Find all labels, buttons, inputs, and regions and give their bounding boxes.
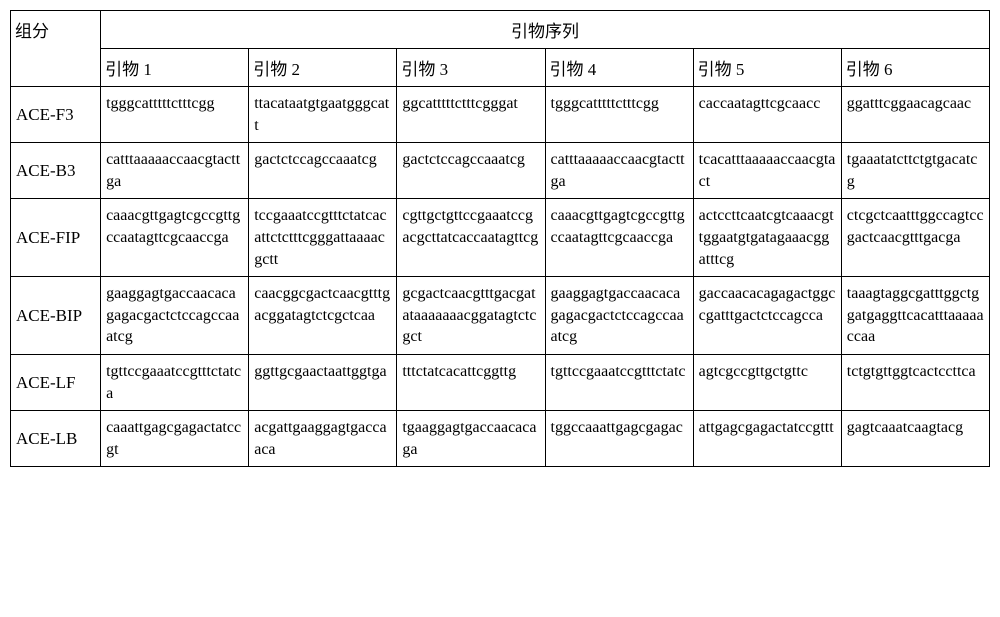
seq-cell: tgggcatttttctttcgg <box>545 87 693 143</box>
seq-cell: ttacataatgtgaatgggcatt <box>249 87 397 143</box>
seq-cell: caacggcgactcaacgtttgacggatagtctcgctcaa <box>249 277 397 355</box>
col-header: 引物 6 <box>841 49 989 87</box>
seq-cell: ggcatttttctttcgggat <box>397 87 545 143</box>
seq-cell: ggatttcggaacagcaac <box>841 87 989 143</box>
seq-cell: catttaaaaaccaacgtacttga <box>545 143 693 199</box>
seq-cell: ggttgcgaactaattggtga <box>249 354 397 410</box>
row-label: ACE-LB <box>11 411 101 467</box>
seq-cell: caccaatagttcgcaacc <box>693 87 841 143</box>
seq-cell: gaaggagtgaccaacacagagacgactctccagccaaatc… <box>101 277 249 355</box>
seq-cell: tgaaatatcttctgtgacatcg <box>841 143 989 199</box>
seq-cell: caaacgttgagtcgccgttgccaatagttcgcaaccga <box>545 199 693 277</box>
seq-cell: taaagtaggcgatttggctggatgaggttcacatttaaaa… <box>841 277 989 355</box>
table-row: ACE-LB caaattgagcgagactatccgt acgattgaag… <box>11 411 990 467</box>
seq-cell: gaaggagtgaccaacacagagacgactctccagccaaatc… <box>545 277 693 355</box>
seq-cell: gactctccagccaaatcg <box>249 143 397 199</box>
table-row: ACE-LF tgttccgaaatccgtttctatca ggttgcgaa… <box>11 354 990 410</box>
table-row: ACE-FIP caaacgttgagtcgccgttgccaatagttcgc… <box>11 199 990 277</box>
seq-cell: acgattgaaggagtgaccaaca <box>249 411 397 467</box>
row-label: ACE-B3 <box>11 143 101 199</box>
seq-cell: tccgaaatccgtttctatcacattctctttcgggattaaa… <box>249 199 397 277</box>
seq-cell: cgttgctgttccgaaatccgacgcttatcaccaatagttc… <box>397 199 545 277</box>
seq-cell: gagtcaaatcaagtacg <box>841 411 989 467</box>
seq-cell: tgggcatttttctttcgg <box>101 87 249 143</box>
table-row: ACE-BIP gaaggagtgaccaacacagagacgactctcca… <box>11 277 990 355</box>
table-row: ACE-F3 tgggcatttttctttcgg ttacataatgtgaa… <box>11 87 990 143</box>
seq-cell: caaattgagcgagactatccgt <box>101 411 249 467</box>
seq-cell: tgttccgaaatccgtttctatca <box>101 354 249 410</box>
seq-cell: tttctatcacattcggttg <box>397 354 545 410</box>
seq-cell: tgttccgaaatccgtttctatc <box>545 354 693 410</box>
seq-cell: tggccaaattgagcgagac <box>545 411 693 467</box>
seq-cell: attgagcgagactatccgttt <box>693 411 841 467</box>
seq-cell: gcgactcaacgtttgacgatataaaaaaacggatagtctc… <box>397 277 545 355</box>
row-label: ACE-LF <box>11 354 101 410</box>
seq-cell: agtcgccgttgctgttc <box>693 354 841 410</box>
table-row: ACE-B3 catttaaaaaccaacgtacttga gactctcca… <box>11 143 990 199</box>
row-label: ACE-BIP <box>11 277 101 355</box>
col-header: 引物 5 <box>693 49 841 87</box>
col-header: 引物 1 <box>101 49 249 87</box>
seq-cell: tcacatttaaaaaccaacgtact <box>693 143 841 199</box>
seq-cell: tctgtgttggtcactccttca <box>841 354 989 410</box>
row-label: ACE-FIP <box>11 199 101 277</box>
col-header: 引物 2 <box>249 49 397 87</box>
seq-cell: gaccaacacagagactggccgatttgactctccagcca <box>693 277 841 355</box>
col-header: 引物 3 <box>397 49 545 87</box>
seq-cell: caaacgttgagtcgccgttgccaatagttcgcaaccga <box>101 199 249 277</box>
primer-table: 组分 引物序列 引物 1 引物 2 引物 3 引物 4 引物 5 引物 6 AC… <box>10 10 990 467</box>
col-header: 引物 4 <box>545 49 693 87</box>
group-header: 组分 <box>11 11 101 87</box>
seq-cell: gactctccagccaaatcg <box>397 143 545 199</box>
row-label: ACE-F3 <box>11 87 101 143</box>
seq-cell: ctcgctcaatttggccagtccgactcaacgtttgacga <box>841 199 989 277</box>
seq-cell: tgaaggagtgaccaacacaga <box>397 411 545 467</box>
seq-cell: catttaaaaaccaacgtacttga <box>101 143 249 199</box>
seq-cell: actccttcaatcgtcaaacgttggaatgtgatagaaacgg… <box>693 199 841 277</box>
sequence-header: 引物序列 <box>101 11 990 49</box>
